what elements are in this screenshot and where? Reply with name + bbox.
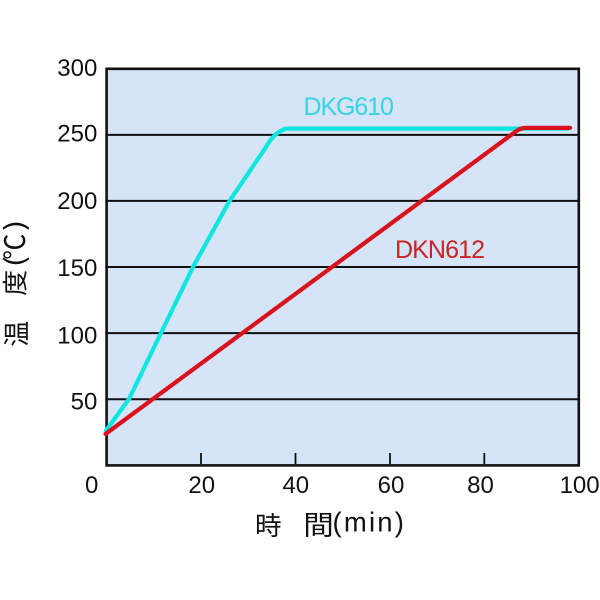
svg-text:100: 100 xyxy=(57,323,97,350)
svg-text:60: 60 xyxy=(378,472,405,499)
svg-text:(min): (min) xyxy=(333,507,407,538)
svg-text:80: 80 xyxy=(467,472,494,499)
svg-text:100: 100 xyxy=(560,472,600,499)
svg-text:DKG610: DKG610 xyxy=(304,93,393,121)
svg-text:DKN612: DKN612 xyxy=(395,236,484,264)
svg-text:150: 150 xyxy=(57,255,97,282)
svg-text:20: 20 xyxy=(188,472,215,499)
svg-text:50: 50 xyxy=(71,388,98,415)
svg-text:200: 200 xyxy=(57,188,97,215)
svg-text:300: 300 xyxy=(57,55,97,82)
svg-text:0: 0 xyxy=(85,472,98,499)
svg-text:40: 40 xyxy=(282,472,309,499)
svg-text:250: 250 xyxy=(57,121,97,148)
